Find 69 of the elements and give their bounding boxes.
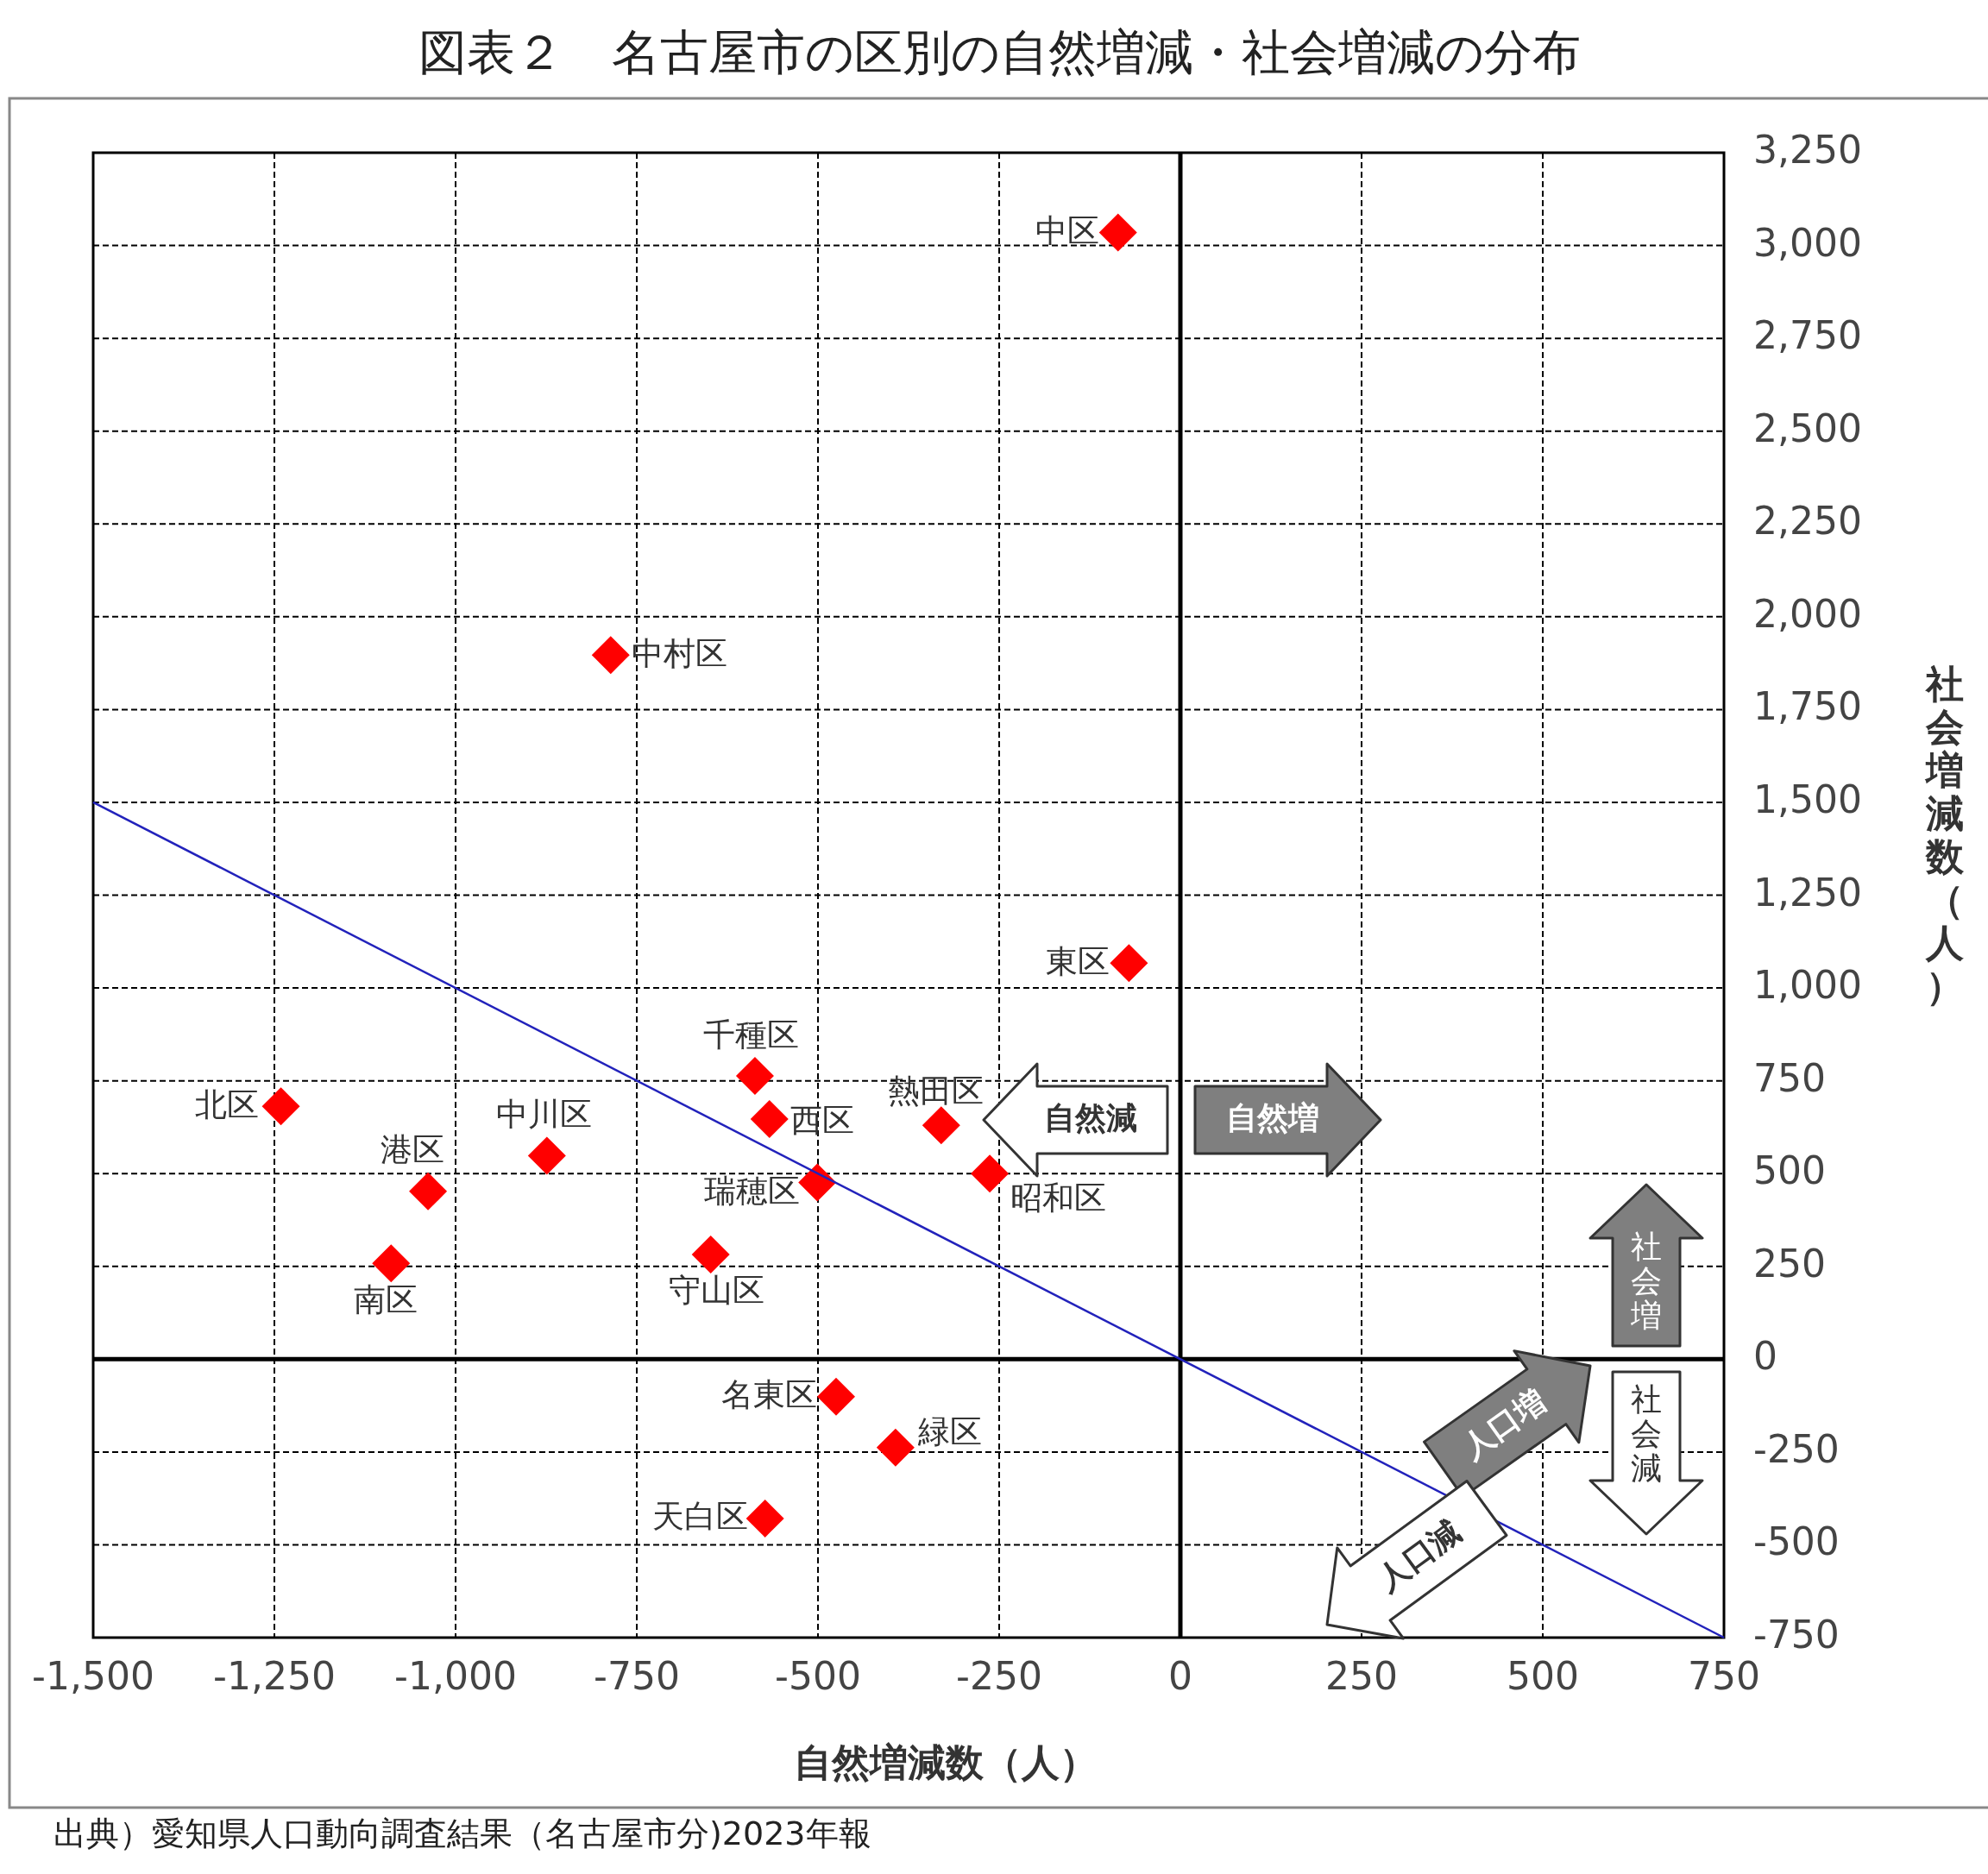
x-tick-label: 250 (1325, 1654, 1398, 1698)
point (409, 1172, 448, 1211)
y-tick-label: 750 (1753, 1055, 1826, 1100)
annotation: 中区 (1035, 212, 1099, 249)
annotation: 西区 (790, 1102, 854, 1140)
x-tick-label: -750 (594, 1654, 680, 1698)
annotation: 人口減 (1369, 1513, 1467, 1598)
annotation: 昭和区 (1010, 1179, 1107, 1217)
y-tick-label: 2,500 (1753, 406, 1862, 450)
annotation: 南区 (354, 1280, 418, 1318)
y-tick-label: 500 (1753, 1148, 1826, 1193)
x-tick-label: 0 (1168, 1654, 1192, 1698)
y-tick-label: 3,000 (1753, 220, 1862, 265)
annotation: 北区 (194, 1085, 259, 1123)
point (971, 1154, 1010, 1193)
point (1110, 944, 1148, 983)
annotation: 自然増 (1226, 1100, 1320, 1135)
annotation: 瑞穂区 (704, 1173, 801, 1211)
point (527, 1136, 566, 1175)
y-tick-label: -750 (1753, 1613, 1840, 1657)
y-tick-label: 1,000 (1753, 963, 1862, 1008)
y-tick-label: 2,250 (1753, 499, 1862, 544)
annotation: 港区 (381, 1131, 445, 1169)
annotation: 中川区 (496, 1096, 593, 1134)
annotation: 名東区 (721, 1376, 817, 1414)
y-tick-label: 2,000 (1753, 591, 1862, 636)
annotation: 自然減 (1043, 1100, 1137, 1135)
y-tick-label: 1,250 (1753, 870, 1862, 915)
chart-title: 図表２ 名古屋市の区別の自然増減・社会増減の分布 (418, 24, 1581, 80)
annotation: 社会減 (1631, 1381, 1662, 1486)
source-note: 出典）愛知県人口動向調査結果（名古屋市分)2023年報 (53, 1814, 871, 1852)
x-tick-label: -500 (775, 1654, 861, 1698)
x-axis-title: 自然増減数（人） (794, 1740, 1098, 1784)
point (735, 1057, 774, 1096)
annotation: 守山区 (669, 1272, 765, 1310)
y-tick-label: 250 (1753, 1241, 1826, 1286)
point (591, 636, 630, 675)
point (876, 1428, 915, 1467)
x-tick-label: 750 (1688, 1654, 1760, 1698)
x-tick-label: -250 (956, 1654, 1042, 1698)
point (817, 1377, 855, 1416)
annotation: 緑区 (916, 1413, 982, 1451)
x-tick-label: 500 (1507, 1654, 1579, 1698)
point (922, 1106, 960, 1145)
annotation: 熱田区 (888, 1072, 985, 1110)
annotation: 東区 (1046, 942, 1110, 980)
point (750, 1099, 789, 1138)
annotation: 千種区 (703, 1016, 800, 1053)
y-tick-label: 1,750 (1753, 684, 1862, 729)
x-tick-label: -1,500 (32, 1654, 154, 1698)
x-tick-label: -1,000 (394, 1654, 517, 1698)
point (798, 1163, 837, 1202)
annotation: 中村区 (631, 634, 727, 672)
annotation: 社会増 (1630, 1228, 1662, 1333)
y-tick-label: 0 (1753, 1334, 1777, 1379)
y-axis-title: 社会増減数（人） (1924, 662, 1965, 1008)
y-tick-label: 3,250 (1753, 128, 1862, 172)
y-tick-label: 2,750 (1753, 313, 1862, 358)
y-tick-label: -500 (1753, 1519, 1840, 1564)
point (1098, 213, 1137, 252)
y-tick-label: 1,500 (1753, 777, 1862, 821)
point (261, 1087, 300, 1126)
annotation: 人口増 (1455, 1382, 1552, 1467)
annotation: 天白区 (651, 1498, 748, 1536)
y-tick-label: -250 (1753, 1426, 1840, 1471)
point (372, 1244, 411, 1283)
x-tick-label: -1,250 (213, 1654, 336, 1698)
point (691, 1235, 730, 1273)
point (746, 1499, 784, 1538)
